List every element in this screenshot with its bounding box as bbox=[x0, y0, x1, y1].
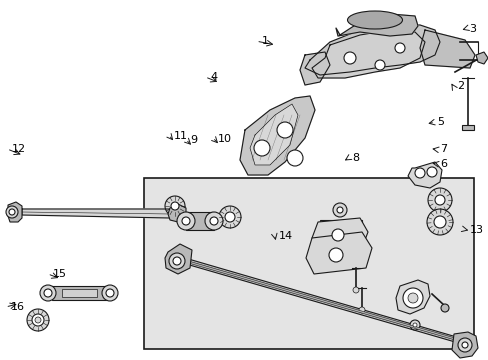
Text: 13: 13 bbox=[468, 225, 483, 235]
Circle shape bbox=[182, 217, 190, 225]
Circle shape bbox=[412, 323, 416, 327]
Text: 9: 9 bbox=[190, 135, 198, 145]
Bar bbox=[185, 212, 214, 230]
Bar bbox=[62, 289, 97, 297]
Polygon shape bbox=[407, 162, 441, 188]
Polygon shape bbox=[249, 104, 297, 165]
Circle shape bbox=[328, 248, 342, 262]
Polygon shape bbox=[184, 258, 461, 344]
Circle shape bbox=[343, 52, 355, 64]
Text: 4: 4 bbox=[210, 72, 217, 82]
Circle shape bbox=[394, 43, 404, 53]
Bar bbox=[144, 178, 473, 349]
Polygon shape bbox=[395, 280, 429, 314]
Polygon shape bbox=[168, 204, 185, 222]
Circle shape bbox=[169, 253, 184, 269]
Text: 2: 2 bbox=[456, 81, 464, 91]
Circle shape bbox=[253, 140, 269, 156]
Polygon shape bbox=[22, 209, 172, 218]
Polygon shape bbox=[475, 52, 487, 64]
Circle shape bbox=[402, 288, 422, 308]
Circle shape bbox=[177, 212, 195, 230]
Circle shape bbox=[331, 229, 343, 241]
Circle shape bbox=[332, 203, 346, 217]
Polygon shape bbox=[311, 218, 367, 252]
Polygon shape bbox=[299, 52, 329, 85]
Circle shape bbox=[6, 206, 18, 218]
Text: 12: 12 bbox=[12, 144, 26, 154]
Circle shape bbox=[374, 60, 384, 70]
Circle shape bbox=[286, 150, 303, 166]
Circle shape bbox=[171, 202, 179, 210]
Circle shape bbox=[407, 293, 417, 303]
Circle shape bbox=[409, 320, 419, 330]
Circle shape bbox=[32, 314, 44, 326]
Polygon shape bbox=[311, 30, 424, 78]
Circle shape bbox=[9, 209, 15, 215]
Circle shape bbox=[461, 342, 467, 348]
Bar bbox=[319, 220, 361, 235]
Circle shape bbox=[426, 167, 436, 177]
Text: 8: 8 bbox=[351, 153, 359, 163]
Circle shape bbox=[164, 196, 184, 216]
Circle shape bbox=[204, 212, 223, 230]
Polygon shape bbox=[461, 125, 473, 130]
Polygon shape bbox=[8, 202, 22, 222]
Text: 5: 5 bbox=[437, 117, 444, 127]
Circle shape bbox=[27, 309, 49, 331]
Circle shape bbox=[224, 212, 235, 222]
Circle shape bbox=[433, 216, 445, 228]
Text: 1: 1 bbox=[261, 36, 268, 46]
Circle shape bbox=[336, 207, 342, 213]
Text: 16: 16 bbox=[11, 302, 25, 312]
Circle shape bbox=[219, 206, 241, 228]
Circle shape bbox=[40, 285, 56, 301]
Circle shape bbox=[427, 188, 451, 212]
Text: 10: 10 bbox=[217, 134, 231, 144]
Circle shape bbox=[173, 257, 181, 265]
Polygon shape bbox=[184, 260, 461, 342]
Circle shape bbox=[352, 287, 358, 293]
Text: 14: 14 bbox=[278, 231, 292, 241]
Polygon shape bbox=[240, 96, 314, 175]
Circle shape bbox=[414, 168, 424, 178]
Text: 7: 7 bbox=[439, 144, 447, 154]
Polygon shape bbox=[419, 30, 474, 68]
Polygon shape bbox=[164, 244, 192, 274]
Polygon shape bbox=[305, 232, 371, 274]
Circle shape bbox=[434, 195, 444, 205]
Circle shape bbox=[426, 209, 452, 235]
Bar bbox=[52, 286, 107, 300]
Circle shape bbox=[440, 304, 448, 312]
Circle shape bbox=[276, 122, 292, 138]
Text: 6: 6 bbox=[439, 159, 446, 169]
Text: 15: 15 bbox=[53, 269, 67, 279]
Polygon shape bbox=[451, 332, 477, 358]
Circle shape bbox=[358, 307, 364, 313]
Polygon shape bbox=[335, 14, 417, 36]
Circle shape bbox=[209, 217, 218, 225]
Circle shape bbox=[356, 238, 366, 248]
Text: 11: 11 bbox=[173, 131, 187, 141]
Circle shape bbox=[457, 338, 471, 352]
Text: 3: 3 bbox=[468, 24, 475, 34]
Circle shape bbox=[106, 289, 114, 297]
Circle shape bbox=[35, 317, 41, 323]
Circle shape bbox=[102, 285, 118, 301]
Polygon shape bbox=[305, 25, 439, 75]
Ellipse shape bbox=[347, 11, 402, 29]
Circle shape bbox=[44, 289, 52, 297]
